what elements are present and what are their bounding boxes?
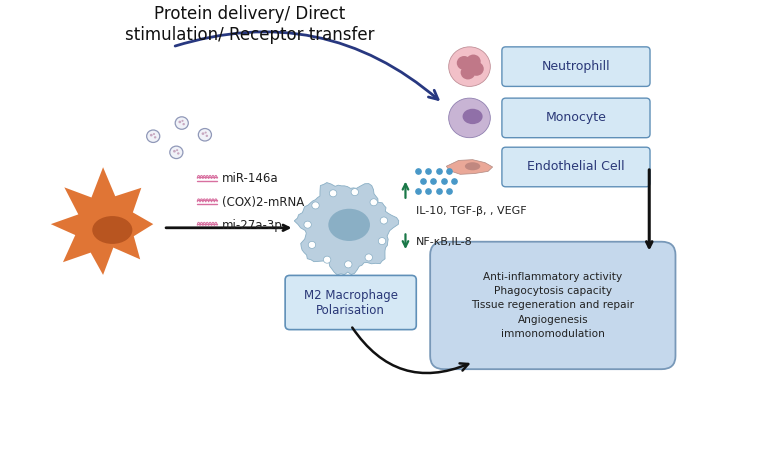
Circle shape — [344, 261, 352, 268]
Circle shape — [457, 56, 472, 70]
Circle shape — [469, 62, 484, 76]
Text: mi-27a-3p: mi-27a-3p — [222, 219, 283, 232]
Text: Anti-inflammatory activity
Phagocytosis capacity
Tissue regeneration and repair
: Anti-inflammatory activity Phagocytosis … — [472, 271, 634, 339]
Text: Neutrophill: Neutrophill — [542, 60, 610, 73]
FancyBboxPatch shape — [502, 47, 650, 86]
Text: Protein delivery/ Direct
stimulation/ Receptor transfer: Protein delivery/ Direct stimulation/ Re… — [125, 5, 375, 44]
Circle shape — [182, 120, 183, 122]
Polygon shape — [51, 167, 153, 275]
Polygon shape — [294, 183, 399, 275]
Circle shape — [176, 149, 178, 151]
Circle shape — [448, 47, 490, 86]
Circle shape — [370, 199, 378, 206]
Circle shape — [329, 190, 336, 197]
Circle shape — [304, 221, 312, 228]
Circle shape — [173, 150, 176, 153]
Text: (COX)2-mRNA: (COX)2-mRNA — [222, 196, 304, 209]
Polygon shape — [446, 160, 493, 174]
Circle shape — [175, 117, 188, 129]
Circle shape — [380, 217, 388, 224]
Circle shape — [448, 98, 490, 138]
Ellipse shape — [92, 216, 132, 244]
Ellipse shape — [465, 162, 480, 170]
FancyArrowPatch shape — [352, 327, 469, 373]
Ellipse shape — [462, 109, 483, 124]
FancyBboxPatch shape — [502, 98, 650, 138]
Text: Endothelial Cell: Endothelial Cell — [527, 161, 625, 173]
Circle shape — [150, 134, 152, 137]
Text: M2 Macrophage
Polarisation: M2 Macrophage Polarisation — [304, 288, 398, 316]
Circle shape — [323, 256, 331, 263]
Circle shape — [183, 123, 185, 125]
Circle shape — [147, 130, 160, 143]
Circle shape — [461, 65, 476, 79]
Circle shape — [312, 202, 319, 209]
Text: miR-146a: miR-146a — [222, 172, 278, 185]
FancyBboxPatch shape — [502, 147, 650, 187]
Circle shape — [179, 121, 181, 123]
FancyBboxPatch shape — [430, 242, 675, 369]
Ellipse shape — [329, 209, 370, 241]
Circle shape — [154, 136, 156, 138]
Circle shape — [365, 254, 372, 261]
FancyBboxPatch shape — [285, 276, 416, 330]
Circle shape — [170, 146, 183, 158]
Text: IL-10, TGF-β, , VEGF: IL-10, TGF-β, , VEGF — [416, 206, 526, 216]
Circle shape — [378, 237, 385, 245]
Circle shape — [466, 54, 481, 69]
Circle shape — [198, 128, 211, 141]
Circle shape — [351, 188, 358, 196]
Text: Monocyte: Monocyte — [545, 111, 606, 124]
Circle shape — [153, 133, 155, 135]
Circle shape — [204, 132, 207, 133]
Text: NF-κB,IL-8: NF-κB,IL-8 — [416, 237, 472, 247]
Circle shape — [201, 133, 204, 135]
Circle shape — [308, 242, 315, 248]
Circle shape — [206, 135, 208, 137]
Circle shape — [177, 152, 179, 155]
